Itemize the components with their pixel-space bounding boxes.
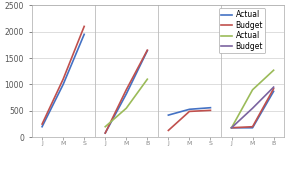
Legend: Actual, Budget, Actual, Budget: Actual, Budget, Actual, Budget	[219, 8, 265, 53]
